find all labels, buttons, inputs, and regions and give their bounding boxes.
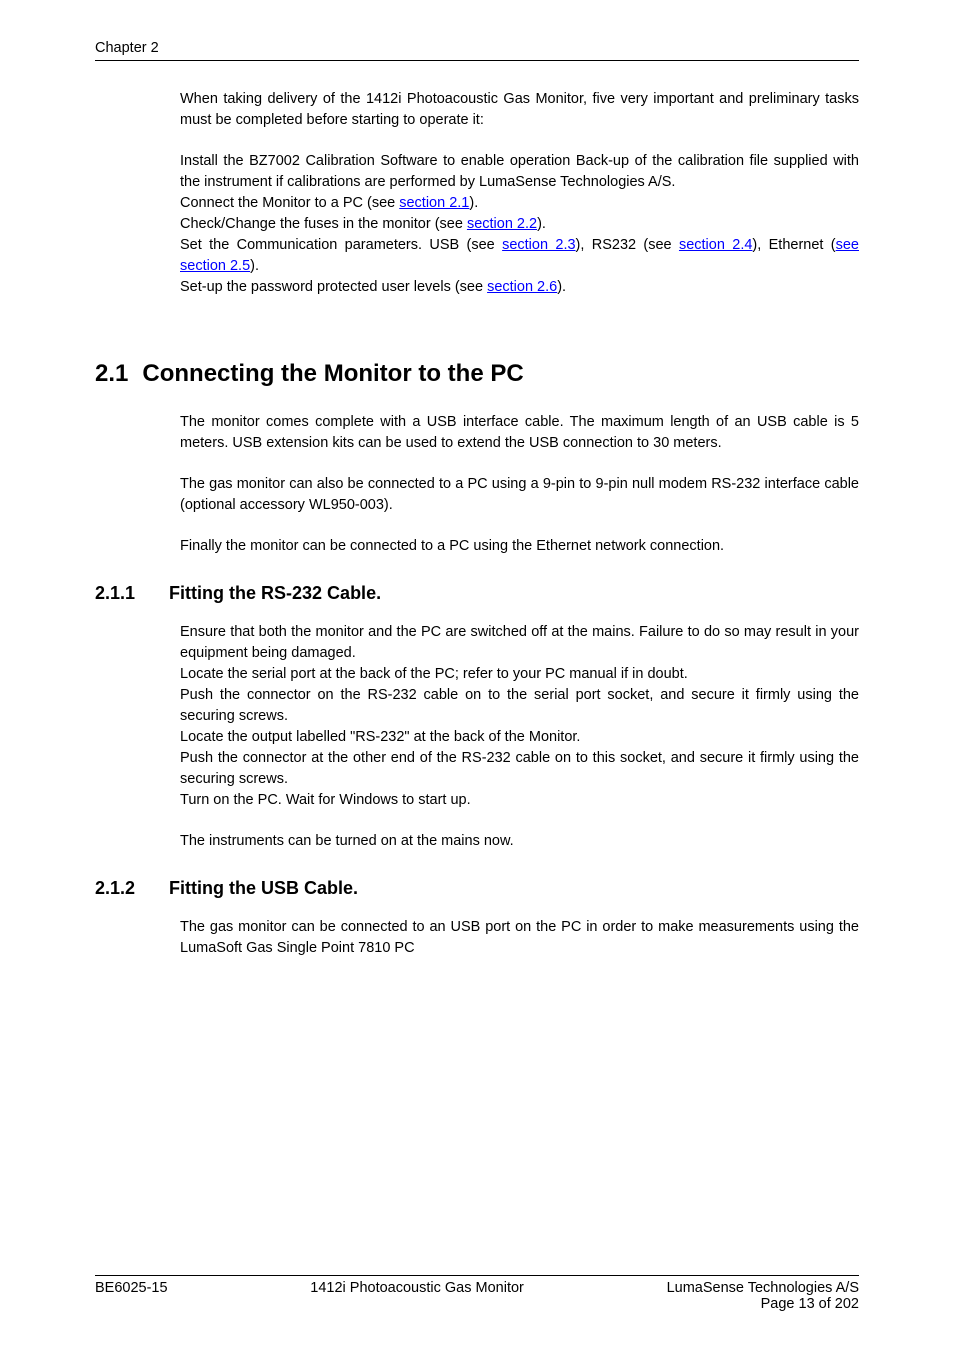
intro-line-e: Set-up the password protected user level… [180, 277, 859, 298]
heading-number: 2.1.1 [95, 583, 135, 604]
heading-title: Fitting the USB Cable. [169, 878, 358, 899]
heading-number: 2.1 [95, 360, 128, 388]
text-fragment: ), Ethernet ( [752, 237, 835, 253]
s211-line-2: Locate the serial port at the back of th… [180, 664, 859, 685]
footer-company: LumaSense Technologies A/S [667, 1280, 859, 1296]
s211-line-5: Push the connector at the other end of t… [180, 748, 859, 790]
s211-line-1: Ensure that both the monitor and the PC … [180, 622, 859, 664]
page-footer: BE6025-15 1412i Photoacoustic Gas Monito… [95, 1275, 859, 1312]
text-fragment: ). [537, 216, 546, 232]
heading-title: Fitting the RS-232 Cable. [169, 583, 381, 604]
footer-center: 1412i Photoacoustic Gas Monitor [310, 1280, 524, 1312]
text-fragment: Set-up the password protected user level… [180, 279, 487, 295]
heading-2-1: 2.1 Connecting the Monitor to the PC [95, 360, 859, 388]
chapter-header: Chapter 2 [95, 40, 859, 56]
text-fragment: Check/Change the fuses in the monitor (s… [180, 216, 467, 232]
s211-line-4: Locate the output labelled "RS-232" at t… [180, 727, 859, 748]
text-fragment: ). [469, 195, 478, 211]
text-fragment: Set the Communication parameters. USB (s… [180, 237, 502, 253]
intro-para-2: Install the BZ7002 Calibration Software … [180, 151, 859, 298]
s211-line-3: Push the connector on the RS-232 cable o… [180, 685, 859, 727]
s21-para-1: The monitor comes complete with a USB in… [180, 412, 859, 454]
intro-line-c: Check/Change the fuses in the monitor (s… [180, 214, 859, 235]
link-section-2-3[interactable]: section 2.3 [502, 237, 575, 253]
s21-para-3: Finally the monitor can be connected to … [180, 536, 859, 557]
header-rule [95, 60, 859, 61]
text-fragment: ). [557, 279, 566, 295]
s211-line-7: The instruments can be turned on at the … [180, 831, 859, 852]
text-fragment: Connect the Monitor to a PC (see [180, 195, 399, 211]
text-fragment: ), RS232 (see [576, 237, 679, 253]
footer-page-number: Page 13 of 202 [667, 1296, 859, 1312]
heading-2-1-2: 2.1.2 Fitting the USB Cable. [95, 878, 859, 899]
heading-title: Connecting the Monitor to the PC [142, 360, 523, 388]
intro-para-1: When taking delivery of the 1412i Photoa… [180, 89, 859, 131]
heading-2-1-1: 2.1.1 Fitting the RS-232 Cable. [95, 583, 859, 604]
heading-number: 2.1.2 [95, 878, 135, 899]
link-section-2-1[interactable]: section 2.1 [399, 195, 469, 211]
footer-right: LumaSense Technologies A/S Page 13 of 20… [667, 1280, 859, 1312]
link-section-2-4[interactable]: section 2.4 [679, 237, 752, 253]
footer-rule [95, 1275, 859, 1276]
s211-line-6: Turn on the PC. Wait for Windows to star… [180, 790, 859, 811]
s21-para-2: The gas monitor can also be connected to… [180, 474, 859, 516]
intro-line-b: Connect the Monitor to a PC (see section… [180, 193, 859, 214]
s212-para-1: The gas monitor can be connected to an U… [180, 917, 859, 959]
text-fragment: ). [250, 258, 259, 274]
link-section-2-2[interactable]: section 2.2 [467, 216, 537, 232]
link-section-2-6[interactable]: section 2.6 [487, 279, 557, 295]
footer-left: BE6025-15 [95, 1280, 168, 1312]
intro-line-d: Set the Communication parameters. USB (s… [180, 235, 859, 277]
intro-line-a: Install the BZ7002 Calibration Software … [180, 151, 859, 193]
